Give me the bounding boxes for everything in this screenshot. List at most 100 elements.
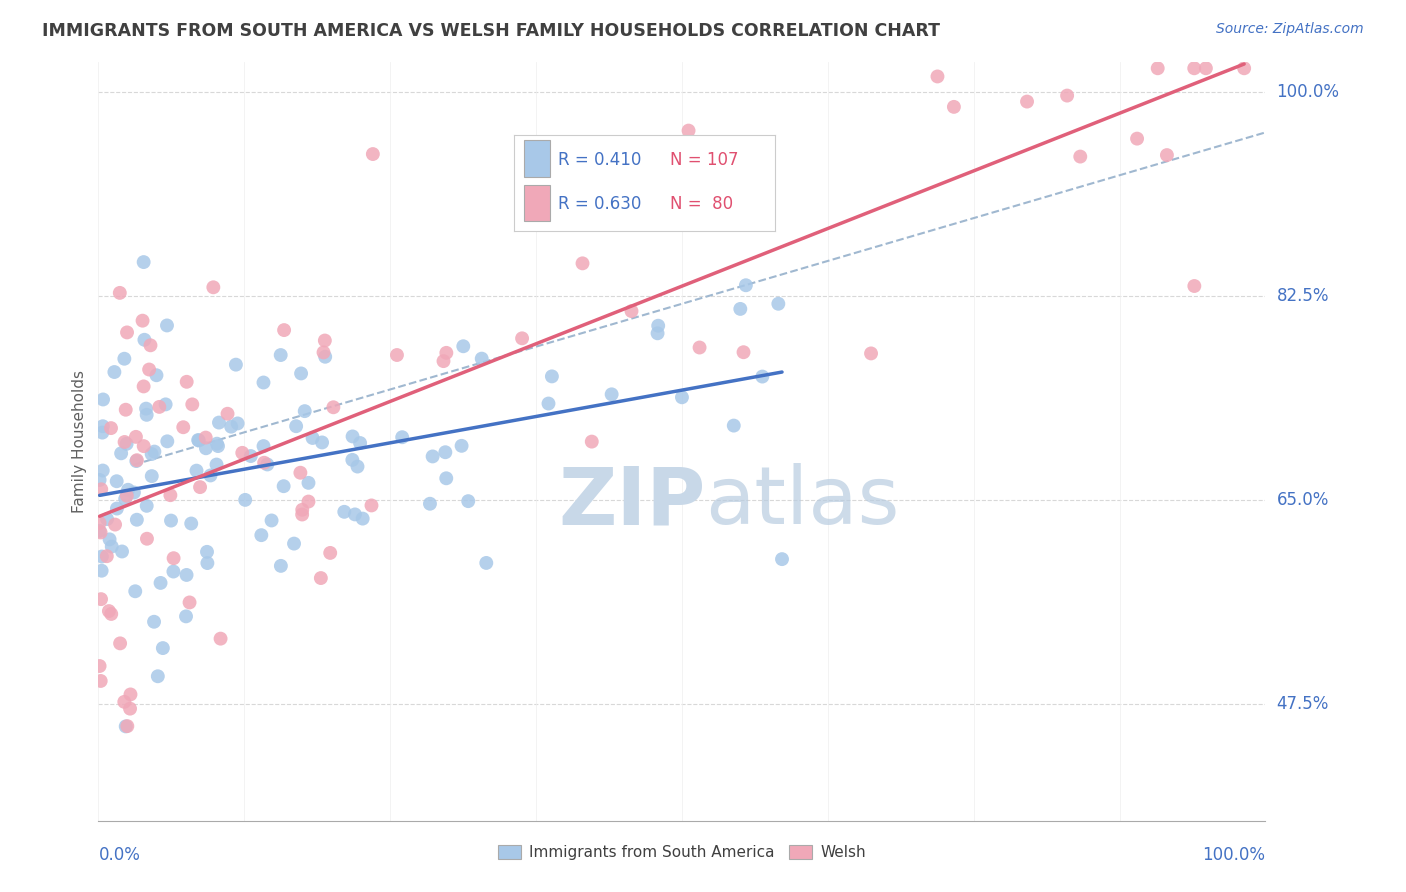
Point (333, 505, 356, 519)
Point (231, 446, 253, 460)
Point (450, 439, 472, 453)
Point (162, 551, 184, 566)
Point (309, 571, 332, 585)
Point (361, 147, 384, 161)
Point (145, 368, 167, 383)
Point (120, 688, 142, 702)
Point (125, 513, 148, 527)
Point (270, 558, 292, 573)
Point (176, 375, 198, 389)
Point (273, 479, 295, 493)
Point (146, 669, 169, 683)
Point (117, 483, 139, 497)
Point (217, 407, 239, 421)
Point (143, 615, 166, 629)
Point (89, 659, 111, 673)
Text: 100.0%: 100.0% (1202, 846, 1265, 863)
Text: Source: ZipAtlas.com: Source: ZipAtlas.com (1216, 22, 1364, 37)
Point (311, 435, 333, 450)
Point (233, 492, 256, 507)
Text: 0.0%: 0.0% (98, 846, 141, 863)
Point (200, 468, 222, 483)
Point (174, 609, 197, 624)
Point (100, 540, 122, 554)
Point (860, 346, 883, 360)
Point (90, 549, 112, 564)
Point (475, 556, 498, 570)
Point (155, 397, 177, 411)
Point (209, 632, 232, 646)
Point (942, 100, 965, 114)
Point (301, 431, 323, 445)
Point (115, 326, 138, 340)
Point (349, 436, 371, 450)
Point (297, 494, 319, 508)
Point (149, 576, 172, 591)
Point (148, 400, 170, 414)
Point (252, 376, 274, 390)
Point (314, 334, 336, 348)
Point (434, 445, 457, 459)
Point (104, 517, 127, 532)
Point (115, 437, 138, 451)
FancyBboxPatch shape (524, 140, 550, 177)
Point (100, 421, 122, 435)
Point (108, 636, 131, 650)
Point (422, 450, 444, 464)
Point (319, 546, 342, 560)
Text: atlas: atlas (706, 463, 900, 541)
Point (195, 545, 218, 559)
Point (208, 416, 231, 430)
Point (434, 471, 457, 485)
Point (162, 565, 184, 579)
FancyBboxPatch shape (524, 185, 550, 221)
Point (160, 514, 183, 528)
Text: IMMIGRANTS FROM SOUTH AMERICA VS WELSH FAMILY HOUSEHOLDS CORRELATION CHART: IMMIGRANTS FROM SOUTH AMERICA VS WELSH F… (42, 22, 941, 40)
Point (124, 584, 146, 599)
Point (312, 345, 335, 359)
Point (135, 499, 157, 513)
Point (432, 354, 454, 368)
Point (510, 331, 533, 345)
Point (132, 255, 155, 269)
Text: R = 0.410: R = 0.410 (558, 151, 641, 169)
Point (194, 442, 217, 456)
Point (143, 444, 166, 458)
Point (110, 446, 132, 460)
Point (141, 447, 163, 461)
Point (770, 552, 793, 566)
Point (114, 719, 136, 733)
Point (391, 430, 413, 444)
Point (541, 369, 564, 384)
Point (457, 494, 479, 508)
Text: 82.5%: 82.5% (1277, 286, 1329, 305)
Point (252, 439, 274, 453)
Point (647, 326, 669, 341)
Point (97, 604, 120, 618)
Point (103, 365, 125, 379)
Point (239, 449, 262, 463)
Legend: Immigrants from South America, Welsh: Immigrants from South America, Welsh (492, 838, 872, 866)
Point (135, 408, 157, 422)
Point (89, 524, 111, 538)
Point (180, 516, 202, 531)
Point (118, 701, 141, 715)
Point (108, 285, 131, 300)
Point (205, 458, 228, 472)
Point (89, 473, 111, 487)
Point (751, 369, 773, 384)
Point (734, 278, 756, 293)
Point (285, 419, 308, 434)
Point (1182, 62, 1205, 76)
Point (600, 387, 623, 401)
Point (250, 528, 273, 542)
Point (314, 350, 336, 364)
Point (131, 313, 153, 327)
Point (90, 592, 112, 607)
Point (98, 533, 121, 547)
Point (723, 418, 745, 433)
Point (661, 162, 683, 177)
Point (678, 123, 700, 137)
Point (139, 338, 162, 352)
Point (291, 508, 314, 522)
